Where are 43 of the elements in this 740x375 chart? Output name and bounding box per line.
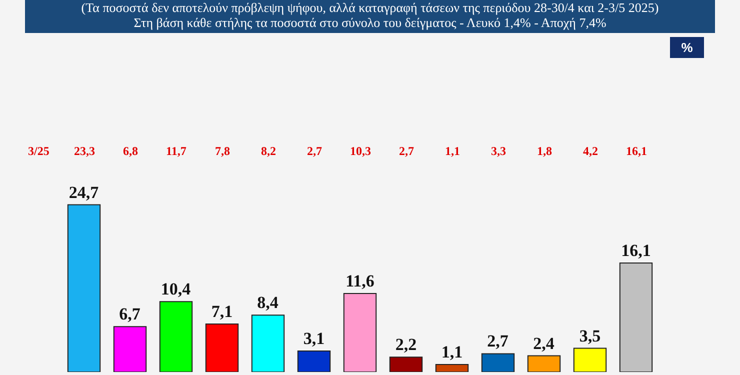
bar <box>251 314 285 372</box>
data-label: 3,1 <box>303 329 325 348</box>
data-label: 2,4 <box>533 334 555 353</box>
text: 2,7 <box>307 144 322 158</box>
text: 10,3 <box>350 144 371 158</box>
data-label: 8,4 <box>257 293 279 312</box>
data-label: 3,5 <box>579 326 601 346</box>
text: 11,7 <box>166 144 186 158</box>
data-label: 11,6 <box>346 271 374 290</box>
data-label: 1,1 <box>441 342 463 362</box>
bar <box>573 348 607 372</box>
data-label: 6,7 <box>119 304 141 324</box>
data-label: 2,2 <box>395 335 417 354</box>
chart-title: (Τα ποσοστά δεν αποτελούν πρόβλεψη ψήφου, αλλά καταγραφή τάσεων της περιόδου 28-30/4 και 2-3/5 2025) <box>80 0 660 15</box>
bar <box>435 364 469 372</box>
text: 2,7 <box>399 144 414 158</box>
bar <box>343 292 377 372</box>
text: 3,3 <box>491 144 506 158</box>
text: % <box>670 37 704 58</box>
bar <box>67 204 101 372</box>
bar <box>389 356 423 372</box>
text: 8,2 <box>261 144 276 158</box>
data-label: 24,7 <box>68 182 100 202</box>
data-label: 7,1 <box>211 302 233 321</box>
text: 16,1 <box>626 144 647 158</box>
text: 1,1 <box>445 144 460 158</box>
text: 1,8 <box>537 144 552 158</box>
text: 6,8 <box>123 144 138 158</box>
text: 4,2 <box>583 144 598 158</box>
bar <box>205 323 239 372</box>
text: 23,3 <box>74 144 95 158</box>
data-label: 16,1 <box>621 241 651 260</box>
bar <box>113 326 147 372</box>
bar <box>159 301 193 372</box>
bar <box>619 262 653 372</box>
text: 3/25 <box>28 144 50 158</box>
data-label: 2,7 <box>487 332 509 351</box>
text: 7,8 <box>215 144 230 158</box>
bar <box>527 355 561 372</box>
bar <box>297 350 331 372</box>
bar <box>481 353 515 372</box>
chart-subtitle: Στη βάση κάθε στήλης τα ποσοστά στο σύνολο του δείγματος - Λευκό 1,4% - Αποχή 7,4% <box>132 15 608 30</box>
data-label: 10,4 <box>160 280 192 299</box>
